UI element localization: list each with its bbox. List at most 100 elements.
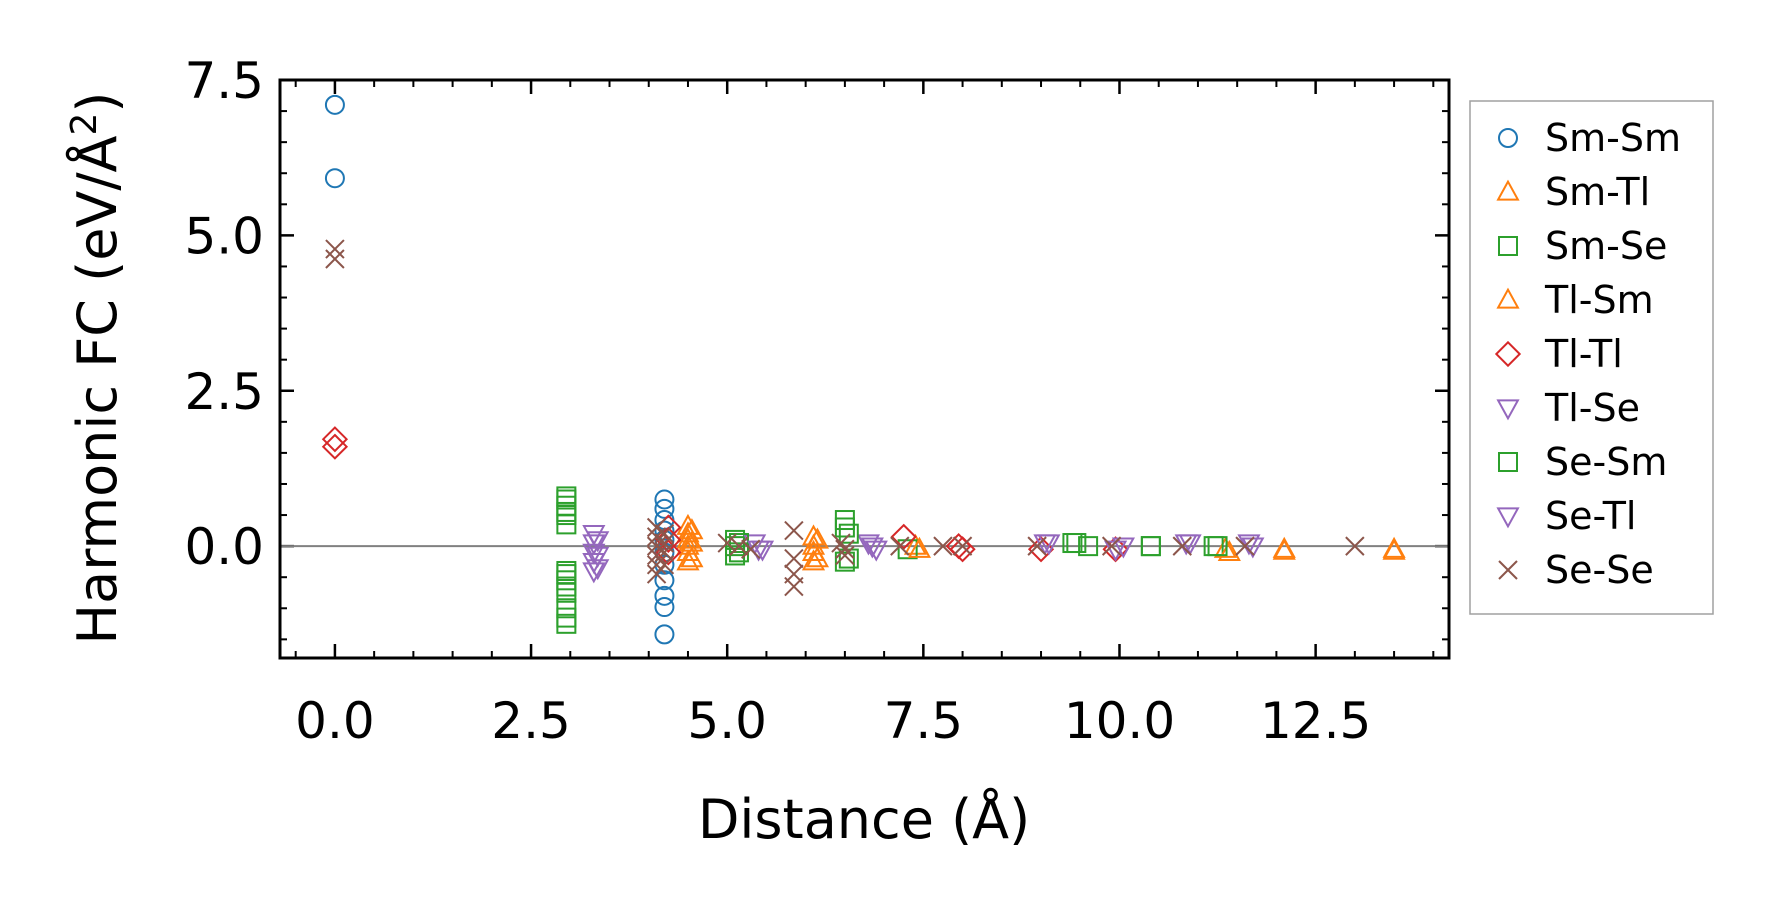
data-point-se-sm [1207, 536, 1228, 557]
data-point-se-se [1027, 536, 1047, 556]
data-point-tl-tl [321, 433, 349, 460]
data-point-se-se [654, 533, 675, 553]
marker-x-stroke [741, 539, 761, 559]
x-axis-label: Distance (Å) [698, 787, 1030, 851]
data-point-se-tl [586, 559, 610, 581]
marker-x-stroke [654, 523, 675, 544]
data-point-tl-sm [680, 518, 704, 540]
marker-x-stroke [1027, 536, 1047, 556]
data-point-sm-sm [654, 498, 675, 519]
y-axis-label: Harmonic FC (eV/Å2) [64, 92, 129, 645]
marker-x-stroke [1345, 536, 1365, 556]
legend-label-tl-sm: Tl-Sm [1544, 278, 1654, 322]
data-point-se-se [646, 555, 667, 575]
data-point-tl-se [1111, 537, 1135, 559]
x-tick-label: 7.5 [884, 692, 964, 750]
data-point-tl-sm [680, 546, 704, 568]
data-point-se-se [835, 545, 855, 566]
data-point-tl-tl [890, 523, 917, 550]
marker-x-stroke [646, 555, 667, 575]
data-point-se-se [831, 533, 851, 553]
y-axis-label-superscript: 2 [64, 113, 105, 136]
data-point-tl-se [864, 540, 888, 562]
marker-x-stroke [784, 576, 804, 597]
data-point-sm-se [1078, 536, 1099, 557]
y-tick-label: 0.0 [184, 518, 264, 576]
legend-marker-tl-se [1496, 399, 1520, 421]
marker-x-stroke [729, 536, 749, 556]
legend-marker-tl-sm [1496, 287, 1520, 309]
legend-marker-se-sm [1498, 452, 1518, 472]
marker-x-stroke [890, 536, 910, 556]
data-point-se-se [654, 523, 675, 544]
marker-x-stroke [835, 539, 855, 559]
legend-label-se-tl: Se-Tl [1545, 494, 1637, 538]
y-axis-label-main: Harmonic FC (eV/Å [65, 135, 129, 644]
x-tick-label: 10.0 [1064, 692, 1175, 750]
data-point-sm-se [556, 514, 577, 535]
data-point-se-se [835, 539, 855, 559]
legend-label-se-se: Se-Se [1545, 548, 1654, 592]
data-point-sm-tl [801, 549, 826, 571]
marker-x-stroke [1101, 536, 1122, 556]
data-point-se-tl [860, 537, 884, 559]
legend-marker-sm-se [1498, 236, 1518, 256]
data-point-se-sm [556, 489, 577, 510]
marker-x-stroke [1498, 560, 1518, 580]
data-point-se-se [741, 539, 761, 559]
y-tick-label: 5.0 [184, 207, 264, 265]
marker-x-stroke [654, 555, 675, 575]
data-point-se-se [784, 548, 804, 569]
data-point-se-sm [556, 576, 577, 597]
marker-x-stroke [325, 249, 345, 269]
x-tick-label: 2.5 [491, 692, 571, 750]
data-point-se-sm [838, 523, 859, 544]
legend-label-sm-sm: Sm-Sm [1545, 116, 1681, 160]
marker-x-stroke [784, 520, 804, 541]
y-tick-label: 7.5 [184, 52, 264, 110]
data-point-se-se [646, 517, 667, 538]
data-point-se-sm [556, 564, 577, 585]
data-point-se-se [1235, 536, 1255, 556]
data-point-se-se [1345, 536, 1365, 556]
data-point-sm-sm [654, 585, 675, 606]
legend-label-tl-se: Tl-Se [1544, 386, 1640, 430]
data-point-se-se [784, 576, 804, 597]
legend-label-sm-tl: Sm-Tl [1545, 170, 1650, 214]
data-point-sm-sm [654, 624, 675, 645]
data-point-se-tl [1037, 534, 1061, 556]
legend-marker-se-se [1498, 560, 1518, 580]
x-axis-ticks: 0.0 2.5 5.0 7.5 10.0 12.5 [295, 80, 1371, 750]
marker-x-stroke [646, 517, 667, 538]
x-minor-ticks [294, 80, 1435, 658]
data-point-se-se [325, 239, 345, 259]
data-point-se-tl [586, 531, 610, 553]
data-point-tl-se [582, 562, 606, 584]
plot-frame [278, 78, 1451, 660]
marker-x-stroke [784, 548, 804, 569]
y-axis-ticks: 0.0 2.5 5.0 7.5 [184, 52, 1449, 576]
y-tick-label: 2.5 [184, 363, 264, 421]
legend-label-tl-tl: Tl-Tl [1544, 332, 1623, 376]
data-point-tl-sm [1272, 538, 1296, 560]
data-point-se-se [933, 536, 953, 556]
data-point-sm-se [897, 539, 918, 560]
marker-x-stroke [1235, 536, 1255, 556]
data-point-tl-sm [1217, 539, 1241, 561]
data-point-se-sm [556, 607, 577, 628]
marker-x-stroke [646, 564, 667, 584]
y-minor-ticks [280, 110, 1449, 641]
legend-label-se-sm: Se-Sm [1545, 440, 1667, 484]
data-point-tl-tl [321, 426, 349, 453]
legend-marker-sm-sm [1498, 128, 1518, 148]
x-tick-label: 12.5 [1260, 692, 1371, 750]
marker-x-stroke [933, 536, 953, 556]
data-point-se-se [654, 555, 675, 575]
data-point-se-se [952, 536, 973, 556]
data-point-se-se [646, 564, 667, 584]
data-point-sm-tl [676, 549, 700, 571]
data-point-sm-tl [903, 533, 928, 555]
data-point-se-se [729, 536, 749, 556]
x-tick-label: 5.0 [687, 692, 767, 750]
legend: Sm-Sm Sm-Tl Sm-Se Tl-Sm Tl-Tl Tl-Se Se-Sm Se-Tl… [1469, 100, 1714, 615]
